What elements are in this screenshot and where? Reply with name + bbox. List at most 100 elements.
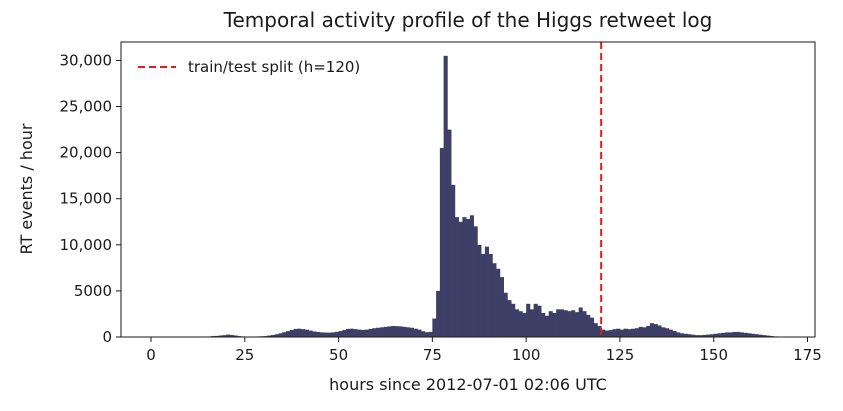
histogram-bar <box>541 313 545 337</box>
histogram-bar <box>556 309 560 337</box>
histogram-bar <box>605 331 609 337</box>
histogram-bar <box>369 329 373 337</box>
histogram-bar <box>676 332 680 337</box>
histogram-bar <box>725 332 729 337</box>
histogram-bar <box>429 332 433 337</box>
y-tick-label: 5000 <box>74 282 112 300</box>
y-tick-label: 15,000 <box>60 190 113 208</box>
histogram-bar <box>657 325 661 337</box>
y-tick-label: 10,000 <box>60 236 113 254</box>
histogram-bar <box>740 332 744 337</box>
histogram-bar <box>586 315 590 337</box>
x-tick-label: 25 <box>235 346 254 364</box>
histogram-bar <box>721 333 725 337</box>
histogram-bar <box>507 300 511 337</box>
histogram-bar <box>365 330 369 337</box>
histogram-bar <box>399 326 403 337</box>
histogram-bar <box>646 326 650 337</box>
histogram-bar <box>440 148 444 337</box>
histogram-bar <box>552 313 556 337</box>
histogram-bar <box>650 323 654 337</box>
histogram-bar <box>669 330 673 337</box>
x-axis-label: hours since 2012-07-01 02:06 UTC <box>329 375 607 394</box>
histogram-bar <box>324 333 328 337</box>
histogram-bar <box>642 327 646 337</box>
chart-title: Temporal activity profile of the Higgs r… <box>223 8 713 32</box>
histogram-bar <box>635 328 639 337</box>
histogram-bar <box>376 328 380 337</box>
histogram-bar <box>609 330 613 337</box>
histogram-bar <box>567 311 571 337</box>
histogram-bar <box>455 217 459 337</box>
histogram-bar <box>537 306 541 337</box>
y-tick-label: 0 <box>102 328 112 346</box>
histogram-bar <box>665 328 669 337</box>
histogram-bar <box>372 328 376 337</box>
histogram-bar <box>339 331 343 337</box>
histogram-bar <box>410 328 414 337</box>
histogram-bar <box>485 247 489 337</box>
legend-label: train/test split (h=120) <box>188 58 360 76</box>
histogram-bar <box>282 332 286 337</box>
histogram-bar <box>421 331 425 337</box>
histogram-bar <box>327 333 331 337</box>
histogram-bar <box>571 310 575 337</box>
histogram-bar <box>481 254 485 337</box>
histogram-bar <box>624 329 628 337</box>
histogram-bars <box>204 56 778 337</box>
histogram-bar <box>425 332 429 337</box>
histogram-bar <box>530 309 534 337</box>
histogram-bar <box>451 185 455 337</box>
histogram-bar <box>729 332 733 337</box>
histogram-bar <box>744 333 748 337</box>
histogram-bar <box>309 331 313 337</box>
histogram-bar <box>316 332 320 337</box>
x-tick-label: 50 <box>329 346 348 364</box>
histogram-bar <box>459 222 463 337</box>
histogram-bar <box>395 326 399 337</box>
histogram-bar <box>639 327 643 337</box>
histogram-bar <box>462 217 466 337</box>
histogram-bar <box>612 329 616 337</box>
x-tick-label: 125 <box>606 346 635 364</box>
histogram-bar <box>361 330 365 337</box>
histogram-bar <box>294 329 298 337</box>
histogram-bar <box>631 329 635 337</box>
histogram-bar <box>500 277 504 337</box>
histogram-bar <box>384 327 388 337</box>
histogram-bar <box>515 309 519 337</box>
x-tick-label: 75 <box>423 346 442 364</box>
histogram-bar <box>346 329 350 337</box>
histogram-bar <box>489 254 493 337</box>
histogram-bar <box>331 332 335 337</box>
histogram-bar <box>654 324 658 337</box>
histogram-bar <box>320 332 324 337</box>
x-tick-label: 175 <box>793 346 822 364</box>
histogram-bar <box>474 226 478 337</box>
histogram-bar <box>549 311 553 337</box>
histogram-bar <box>286 331 290 337</box>
histogram-bar <box>560 309 564 337</box>
histogram-bar <box>305 330 309 337</box>
histogram-bar <box>470 215 474 337</box>
histogram-bar <box>534 304 538 337</box>
histogram-bar <box>672 331 676 337</box>
histogram-bar <box>661 327 665 337</box>
histogram-bar <box>680 333 684 337</box>
histogram-bar <box>582 311 586 337</box>
histogram-bar <box>545 316 549 337</box>
histogram-bar <box>732 332 736 337</box>
histogram-bar <box>312 331 316 337</box>
x-tick-label: 0 <box>146 346 156 364</box>
histogram-bar <box>354 329 358 337</box>
histogram-bar <box>579 308 583 338</box>
histogram-bar <box>432 319 436 337</box>
histogram-bar <box>297 329 301 337</box>
legend: train/test split (h=120) <box>138 58 360 76</box>
histogram-bar <box>519 311 523 337</box>
histogram-bar <box>279 333 283 337</box>
